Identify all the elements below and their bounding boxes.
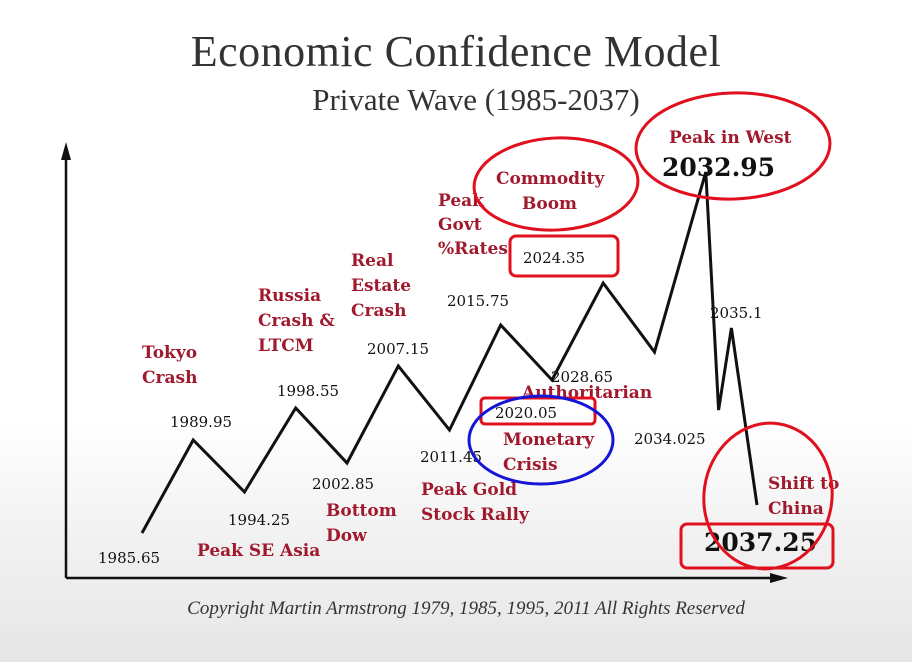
event-label: Shift to China [768, 474, 845, 519]
x-axis-arrow [770, 573, 788, 583]
date-label: 2028.65 [551, 368, 613, 386]
commodity-boom-circle [472, 136, 640, 232]
wave-line [140, 171, 759, 534]
event-labels: Tokyo Crash Peak SE Asia Russia Crash & … [142, 128, 845, 561]
date-label: 1998.55 [277, 382, 339, 400]
date-label: 2011.45 [420, 448, 482, 466]
event-label: Peak SE Asia [197, 541, 320, 561]
axes [61, 142, 788, 583]
event-label: Authoritarian [521, 383, 652, 403]
event-label: Monetary Crisis [503, 430, 600, 475]
event-label: Peak in West [669, 128, 792, 148]
date-label: 1985.65 [98, 549, 160, 567]
date-labels: 1985.65 1989.95 1994.25 1998.55 2002.85 … [98, 153, 817, 567]
date-label: 1994.25 [228, 511, 290, 529]
box-2024-35 [508, 234, 620, 278]
date-label: 1989.95 [170, 413, 232, 431]
date-label: 2007.15 [367, 340, 429, 358]
copyright-notice: Copyright Martin Armstrong 1979, 1985, 1… [187, 598, 745, 619]
peak-in-west-circle [634, 91, 832, 201]
event-label: Peak Gold Stock Rally [421, 480, 530, 525]
monetary-crisis-circle [467, 394, 615, 486]
date-label: 2035.1 [710, 304, 763, 322]
event-label: Tokyo Crash [142, 343, 203, 388]
event-label: Real Estate Crash [351, 251, 417, 321]
date-label-large: 2032.95 [662, 153, 775, 182]
date-label: 2015.75 [447, 292, 509, 310]
y-axis-arrow [61, 142, 71, 160]
date-label: 2024.35 [523, 249, 585, 267]
event-label: Bottom Dow [326, 501, 403, 546]
event-label: Commodity Boom [496, 169, 610, 214]
chart-subtitle: Private Wave (1985-2037) [312, 82, 640, 117]
chart-title: Economic Confidence Model [190, 27, 722, 76]
date-label: 2020.05 [495, 404, 557, 422]
date-label-large: 2037.25 [704, 528, 817, 557]
date-label: 2002.85 [312, 475, 374, 493]
highlight-annotations [467, 91, 835, 571]
event-label: Peak Govt %Rates [438, 191, 508, 259]
date-label: 2034.025 [634, 430, 706, 448]
event-label: Russia Crash & LTCM [258, 286, 341, 356]
box-2037-25 [679, 522, 835, 570]
